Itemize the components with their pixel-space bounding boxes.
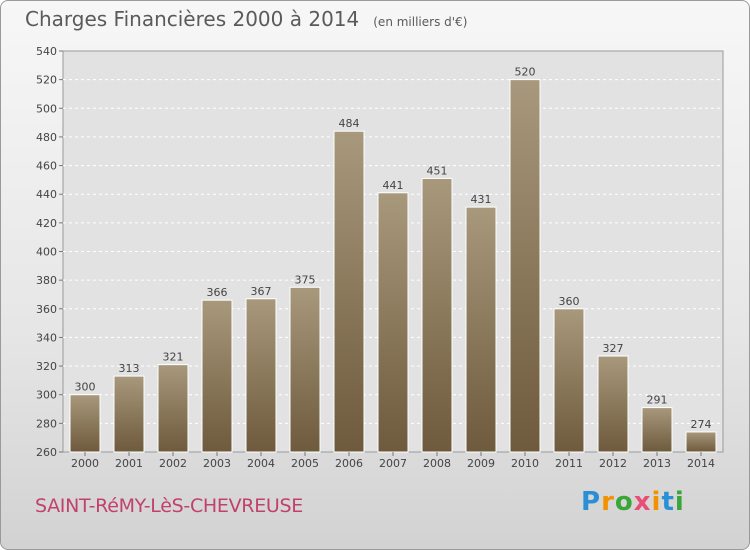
y-tick-label: 380 [36,274,57,287]
x-tick-label: 2005 [291,457,319,470]
y-tick-label: 500 [36,102,57,115]
logo-letter: i [651,487,662,517]
y-tick-label: 460 [36,160,57,173]
y-tick-label: 420 [36,217,57,230]
x-tick-label: 2004 [247,457,275,470]
y-tick-label: 440 [36,188,57,201]
x-tick-label: 2009 [467,457,495,470]
proxiti-logo: Proxiti [581,487,685,517]
bar-value-label: 441 [383,179,404,192]
bar-value-label: 375 [295,273,316,286]
bar [597,355,629,453]
bar [509,79,541,453]
x-tick-label: 2000 [71,457,99,470]
bar-value-label: 360 [559,295,580,308]
x-tick-label: 2006 [335,457,363,470]
y-tick-label: 300 [36,389,57,402]
bar [157,364,189,453]
bar [245,298,277,453]
chart-title-text: Charges Financières 2000 à 2014 [25,7,360,31]
x-tick-label: 2007 [379,457,407,470]
city-name: SAINT-RéMY-LèS-CHEVREUSE [35,495,303,517]
bar [69,394,101,453]
bar [377,192,409,453]
chart-subtitle: (en milliers d'€) [373,15,468,29]
x-tick-label: 2011 [555,457,583,470]
y-tick-label: 340 [36,331,57,344]
bar [685,431,717,453]
x-tick-label: 2001 [115,457,143,470]
chart-title: Charges Financières 2000 à 2014 (en milli… [25,7,467,31]
x-tick-label: 2008 [423,457,451,470]
bar-value-label: 274 [691,418,712,431]
x-tick-label: 2002 [159,457,187,470]
bar-value-label: 300 [75,381,96,394]
logo-letter: x [633,487,652,517]
logo-letter: P [581,487,602,517]
y-tick-label: 280 [36,417,57,430]
bar-value-label: 451 [427,164,448,177]
y-tick-label: 400 [36,246,57,259]
logo-letter: r [601,487,615,517]
y-tick-label: 260 [36,446,57,459]
bar-value-label: 313 [119,362,140,375]
bar [421,177,453,453]
bar [289,286,321,453]
y-tick-label: 520 [36,74,57,87]
bar [641,407,673,453]
bar-value-label: 291 [647,394,668,407]
x-tick-label: 2013 [643,457,671,470]
y-tick-label: 480 [36,131,57,144]
bar-value-label: 484 [339,117,360,130]
bar [201,299,233,453]
logo-letter: i [674,487,685,517]
x-tick-label: 2014 [687,457,715,470]
x-axis: 2000 2001 2002 2003 2004 2005 2006 2007 2008 2009… [71,452,715,470]
bar [553,308,585,453]
y-axis: 260 280 300 320 340 360 380 400 420 440 460 480 500 5… [36,45,63,459]
y-tick-label: 320 [36,360,57,373]
bar-value-label: 366 [207,286,228,299]
bar [333,130,365,453]
logo-letter: o [614,487,634,517]
bar-value-label: 431 [471,193,492,206]
bar-value-label: 520 [515,66,536,79]
bar-value-label: 321 [163,351,184,364]
x-tick-label: 2010 [511,457,539,470]
bars: 300 313 321 366 367 375 484 441 451 431 520 360 327 2… [69,66,717,453]
bar-value-label: 327 [603,342,624,355]
x-tick-label: 2012 [599,457,627,470]
bar [465,206,497,453]
bar [113,375,145,453]
bar-value-label: 367 [251,285,272,298]
x-tick-label: 2003 [203,457,231,470]
y-tick-label: 360 [36,303,57,316]
logo-letter: t [661,487,675,517]
y-tick-label: 540 [36,45,57,58]
